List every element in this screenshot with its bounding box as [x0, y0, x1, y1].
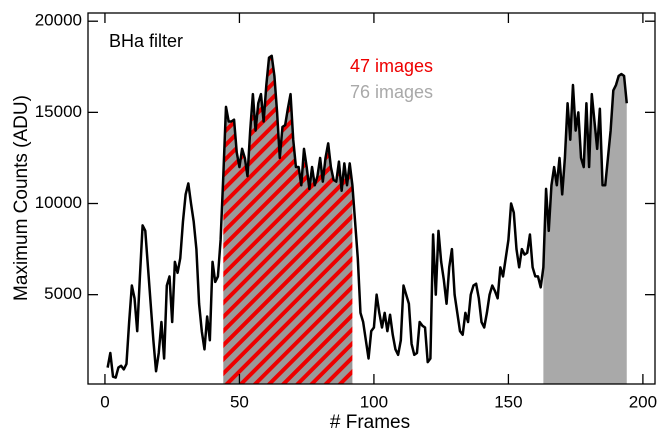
- y-tick-label: 5000: [44, 284, 82, 303]
- x-tick-label: 150: [494, 392, 522, 411]
- x-tick-label: 0: [100, 392, 109, 411]
- y-tick-label: 15000: [35, 102, 82, 121]
- y-tick-label: 10000: [35, 193, 82, 212]
- region: [543, 74, 627, 385]
- x-axis-label: # Frames: [330, 412, 410, 433]
- x-tick-label: 100: [360, 392, 388, 411]
- region-label: 76 images: [350, 82, 433, 102]
- x-tick-label: 50: [230, 392, 249, 411]
- data-line: [106, 54, 629, 379]
- region-label: 47 images: [350, 56, 433, 76]
- y-tick-label: 20000: [35, 11, 82, 30]
- x-tick-label: 200: [629, 392, 657, 411]
- y-axis-label: Maximum Counts (ADU): [11, 95, 32, 301]
- plot-frame: [87, 12, 656, 385]
- region: [223, 55, 353, 385]
- annotation: BHa filter: [109, 31, 183, 51]
